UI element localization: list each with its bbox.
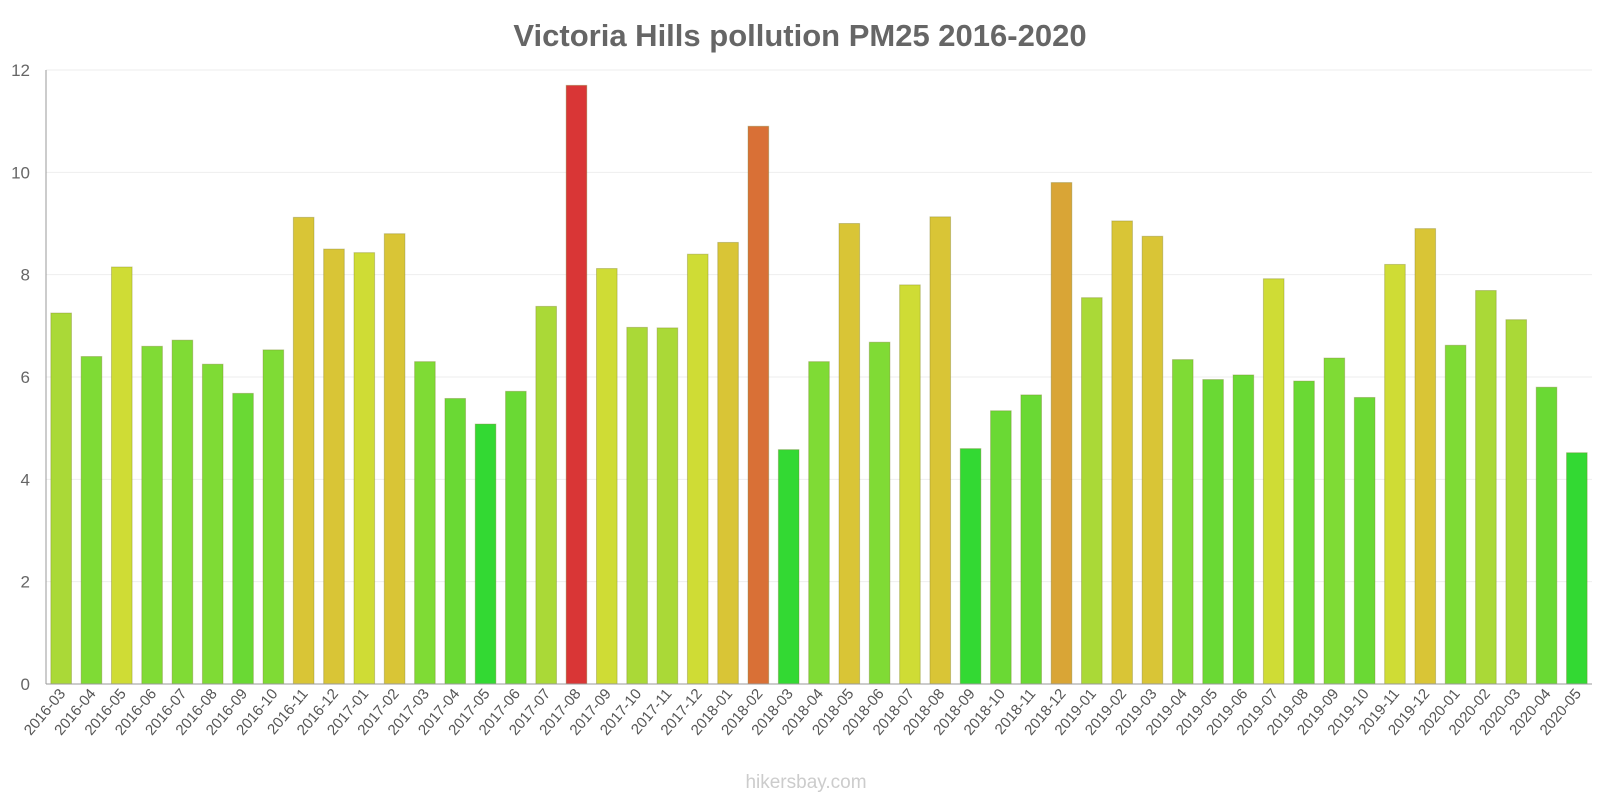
- bar-2018-01[interactable]: [717, 241, 739, 685]
- bar-2016-10[interactable]: [262, 349, 285, 685]
- bar-2017-10[interactable]: [626, 326, 648, 685]
- bar-2017-04[interactable]: [444, 397, 467, 685]
- bar-2019-08[interactable]: [1293, 380, 1315, 685]
- bar-2017-03[interactable]: [414, 361, 436, 685]
- bar-2019-10[interactable]: [1353, 396, 1376, 685]
- bar-2019-03[interactable]: [1141, 235, 1164, 685]
- y-tick-label: 12: [11, 61, 30, 80]
- bar-2019-01[interactable]: [1081, 297, 1103, 685]
- bar-2016-07[interactable]: [171, 339, 194, 685]
- y-tick-label: 10: [11, 163, 30, 182]
- bar-2017-06[interactable]: [505, 390, 527, 685]
- bar-2018-06[interactable]: [868, 341, 891, 685]
- bar-2019-05[interactable]: [1202, 379, 1224, 685]
- bar-2018-04[interactable]: [808, 361, 830, 685]
- bar-2018-08[interactable]: [929, 216, 952, 685]
- bar-2016-11[interactable]: [292, 216, 315, 685]
- y-tick-labels: 0 2 4 6 8 10 12: [11, 61, 30, 694]
- bar-2020-01[interactable]: [1444, 344, 1467, 685]
- chart-title: Victoria Hills pollution PM25 2016-2020: [513, 18, 1086, 53]
- bar-2020-05[interactable]: [1566, 452, 1588, 685]
- bar-2016-06[interactable]: [141, 345, 163, 685]
- bar-2018-10[interactable]: [990, 410, 1012, 685]
- bar-2018-12[interactable]: [1050, 182, 1073, 685]
- watermark: hikersbay.com: [745, 772, 866, 793]
- bar-2020-02[interactable]: [1475, 290, 1497, 685]
- bar-2019-04[interactable]: [1171, 359, 1194, 685]
- bar-2018-07[interactable]: [899, 284, 921, 685]
- y-tick-label: 6: [21, 368, 30, 387]
- y-tick-label: 8: [21, 266, 30, 285]
- y-tick-label: 2: [21, 573, 30, 592]
- bar-2020-03[interactable]: [1505, 319, 1528, 685]
- y-tick-label: 0: [21, 675, 30, 694]
- bar-2017-11[interactable]: [656, 327, 679, 685]
- bar-2018-03[interactable]: [777, 449, 800, 685]
- bar-2018-02[interactable]: [747, 125, 770, 685]
- bar-2016-09[interactable]: [232, 392, 254, 685]
- bar-2019-06[interactable]: [1232, 374, 1255, 685]
- bar-layer: [50, 84, 1588, 685]
- bar-2018-05[interactable]: [838, 223, 861, 685]
- y-tick-label: 4: [21, 470, 30, 489]
- bar-2017-09[interactable]: [596, 268, 618, 685]
- bar-2017-01[interactable]: [353, 252, 376, 685]
- bar-2017-05[interactable]: [474, 423, 497, 685]
- bar-2019-07[interactable]: [1262, 278, 1285, 685]
- bar-2016-08[interactable]: [201, 363, 224, 685]
- bar-2019-12[interactable]: [1414, 228, 1437, 685]
- bar-2018-11[interactable]: [1020, 394, 1043, 685]
- bar-2016-04[interactable]: [80, 356, 103, 685]
- bar-2016-05[interactable]: [110, 266, 133, 685]
- bar-2017-02[interactable]: [383, 233, 406, 685]
- bar-2020-04[interactable]: [1535, 386, 1558, 685]
- bar-2018-09[interactable]: [959, 448, 982, 685]
- bar-2016-12[interactable]: [323, 248, 345, 685]
- bar-2019-09[interactable]: [1323, 357, 1346, 685]
- x-tick-labels: 2016-032016-042016-052016-062016-072016-…: [21, 686, 1585, 739]
- bar-2019-02[interactable]: [1111, 220, 1133, 685]
- bar-2017-07[interactable]: [535, 305, 557, 685]
- bar-2016-03[interactable]: [50, 312, 72, 685]
- bar-2017-08[interactable]: [565, 84, 588, 685]
- bar-2017-12[interactable]: [686, 253, 709, 685]
- bar-2019-11[interactable]: [1384, 263, 1406, 685]
